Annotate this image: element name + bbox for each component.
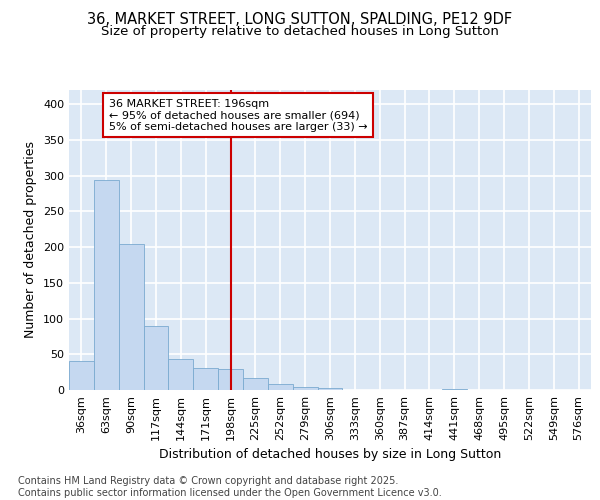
Bar [69, 362, 94, 390]
Bar [243, 378, 268, 390]
Y-axis label: Number of detached properties: Number of detached properties [25, 142, 37, 338]
X-axis label: Distribution of detached houses by size in Long Sutton: Distribution of detached houses by size … [159, 448, 501, 462]
Text: Size of property relative to detached houses in Long Sutton: Size of property relative to detached ho… [101, 25, 499, 38]
Bar [169, 360, 193, 390]
Bar [317, 388, 343, 390]
Bar [218, 370, 243, 390]
Bar [143, 326, 169, 390]
Bar [119, 244, 143, 390]
Bar [442, 388, 467, 390]
Text: Contains HM Land Registry data © Crown copyright and database right 2025.
Contai: Contains HM Land Registry data © Crown c… [18, 476, 442, 498]
Text: 36, MARKET STREET, LONG SUTTON, SPALDING, PE12 9DF: 36, MARKET STREET, LONG SUTTON, SPALDING… [88, 12, 512, 28]
Bar [268, 384, 293, 390]
Bar [94, 180, 119, 390]
Bar [293, 387, 317, 390]
Bar [193, 368, 218, 390]
Text: 36 MARKET STREET: 196sqm
← 95% of detached houses are smaller (694)
5% of semi-d: 36 MARKET STREET: 196sqm ← 95% of detach… [109, 98, 367, 132]
